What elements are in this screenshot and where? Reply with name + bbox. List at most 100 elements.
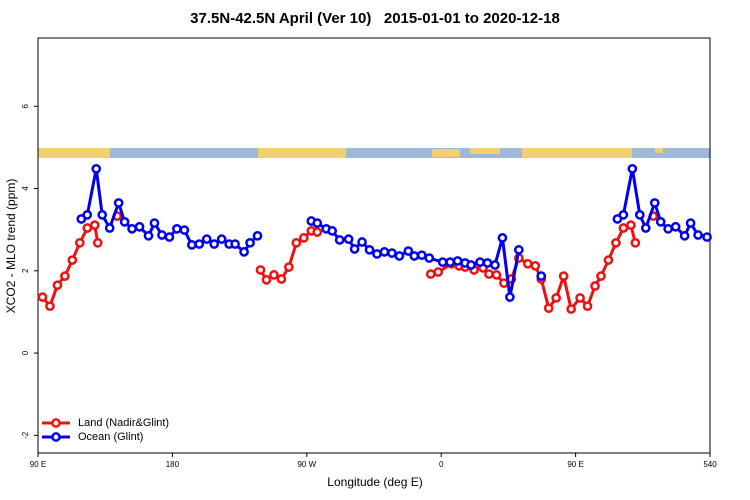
data-point — [522, 258, 533, 269]
data-point — [394, 251, 405, 261]
y-axis-label: XCO2 - MLO trend (ppm) — [4, 179, 18, 314]
data-point — [702, 232, 712, 242]
data-point — [626, 220, 636, 230]
data-point — [143, 230, 154, 241]
data-point — [82, 210, 93, 220]
y-tick-label: 6 — [21, 104, 30, 109]
data-point — [566, 304, 576, 314]
data-point — [491, 270, 502, 280]
data-point — [157, 230, 167, 240]
data-point — [349, 244, 360, 254]
y-tick-label: 2 — [21, 268, 30, 273]
data-point — [82, 223, 93, 233]
data-point — [119, 217, 130, 227]
data-point — [312, 227, 323, 237]
x-tick-label: 180 — [166, 460, 180, 469]
data-point — [490, 260, 500, 270]
data-point — [67, 255, 78, 265]
x-axis-label: Longitude (deg E) — [327, 475, 422, 489]
data-point — [433, 267, 444, 277]
y-tick-label: 4 — [21, 186, 30, 191]
data-point — [379, 247, 390, 257]
data-point — [630, 237, 641, 248]
data-point — [663, 223, 674, 234]
data-point — [104, 223, 115, 233]
data-point — [164, 232, 175, 242]
data-point — [403, 246, 414, 256]
data-point — [685, 218, 696, 228]
x-tick-label: 0 — [439, 460, 444, 469]
data-point — [611, 237, 621, 248]
data-point — [230, 239, 240, 249]
data-point — [239, 247, 249, 257]
data-point — [216, 234, 227, 244]
data-point — [387, 248, 397, 258]
data-point — [291, 237, 302, 248]
y-tick-label: -2 — [21, 431, 30, 439]
data-point — [92, 237, 103, 248]
data-point — [424, 253, 435, 263]
data-point — [543, 303, 554, 314]
data-point — [252, 230, 263, 241]
data-point — [437, 257, 448, 268]
data-point — [590, 281, 600, 291]
data-point — [74, 237, 85, 248]
data-point — [60, 271, 70, 281]
data-point — [649, 198, 660, 208]
data-point — [209, 239, 220, 249]
chart-title: 37.5N-42.5N April (Ver 10) 2015-01-01 to… — [190, 10, 560, 27]
data-point — [596, 271, 606, 281]
data-point — [89, 220, 100, 230]
x-tick-label: 90 E — [30, 460, 46, 469]
data-point — [97, 210, 108, 220]
data-point — [530, 261, 541, 271]
data-point — [255, 265, 266, 275]
data-point — [343, 234, 354, 244]
data-point — [186, 240, 197, 250]
plot-frame — [37, 37, 711, 454]
data-point — [582, 301, 593, 312]
data-point — [261, 274, 272, 285]
data-point — [372, 249, 382, 259]
data-point — [37, 292, 48, 302]
data-point — [452, 256, 463, 266]
data-point — [134, 221, 145, 232]
x-tick-label: 90 E — [567, 460, 583, 469]
data-point — [640, 223, 651, 233]
data-point — [670, 221, 681, 232]
data-point — [634, 210, 645, 220]
data-point — [618, 223, 629, 233]
data-point — [679, 230, 690, 241]
data-point — [245, 237, 255, 248]
x-tick-label: 90 W — [297, 460, 316, 469]
legend-label: Ocean (Glint) — [78, 431, 143, 443]
data-point — [416, 250, 427, 261]
data-point — [127, 223, 137, 234]
data-point — [425, 269, 436, 279]
data-point — [284, 262, 294, 272]
data-point — [172, 223, 182, 234]
legend-marker — [51, 418, 61, 428]
data-point — [445, 257, 456, 268]
data-point — [113, 198, 124, 208]
data-point — [357, 237, 367, 247]
data-point — [276, 274, 287, 284]
data-point — [45, 301, 55, 312]
data-point — [484, 269, 494, 279]
data-point — [409, 251, 420, 261]
series — [76, 163, 712, 302]
data-point — [514, 244, 524, 255]
x-tick-label: 540 — [703, 460, 717, 469]
data-point — [364, 244, 375, 255]
data-point — [91, 163, 102, 174]
data-point — [312, 218, 323, 228]
map-strip — [38, 148, 710, 158]
data-point — [655, 217, 666, 227]
data-point — [298, 233, 309, 243]
legend-marker — [51, 432, 61, 442]
data-point — [334, 235, 345, 245]
data-point — [558, 271, 569, 281]
data-point — [575, 293, 585, 303]
